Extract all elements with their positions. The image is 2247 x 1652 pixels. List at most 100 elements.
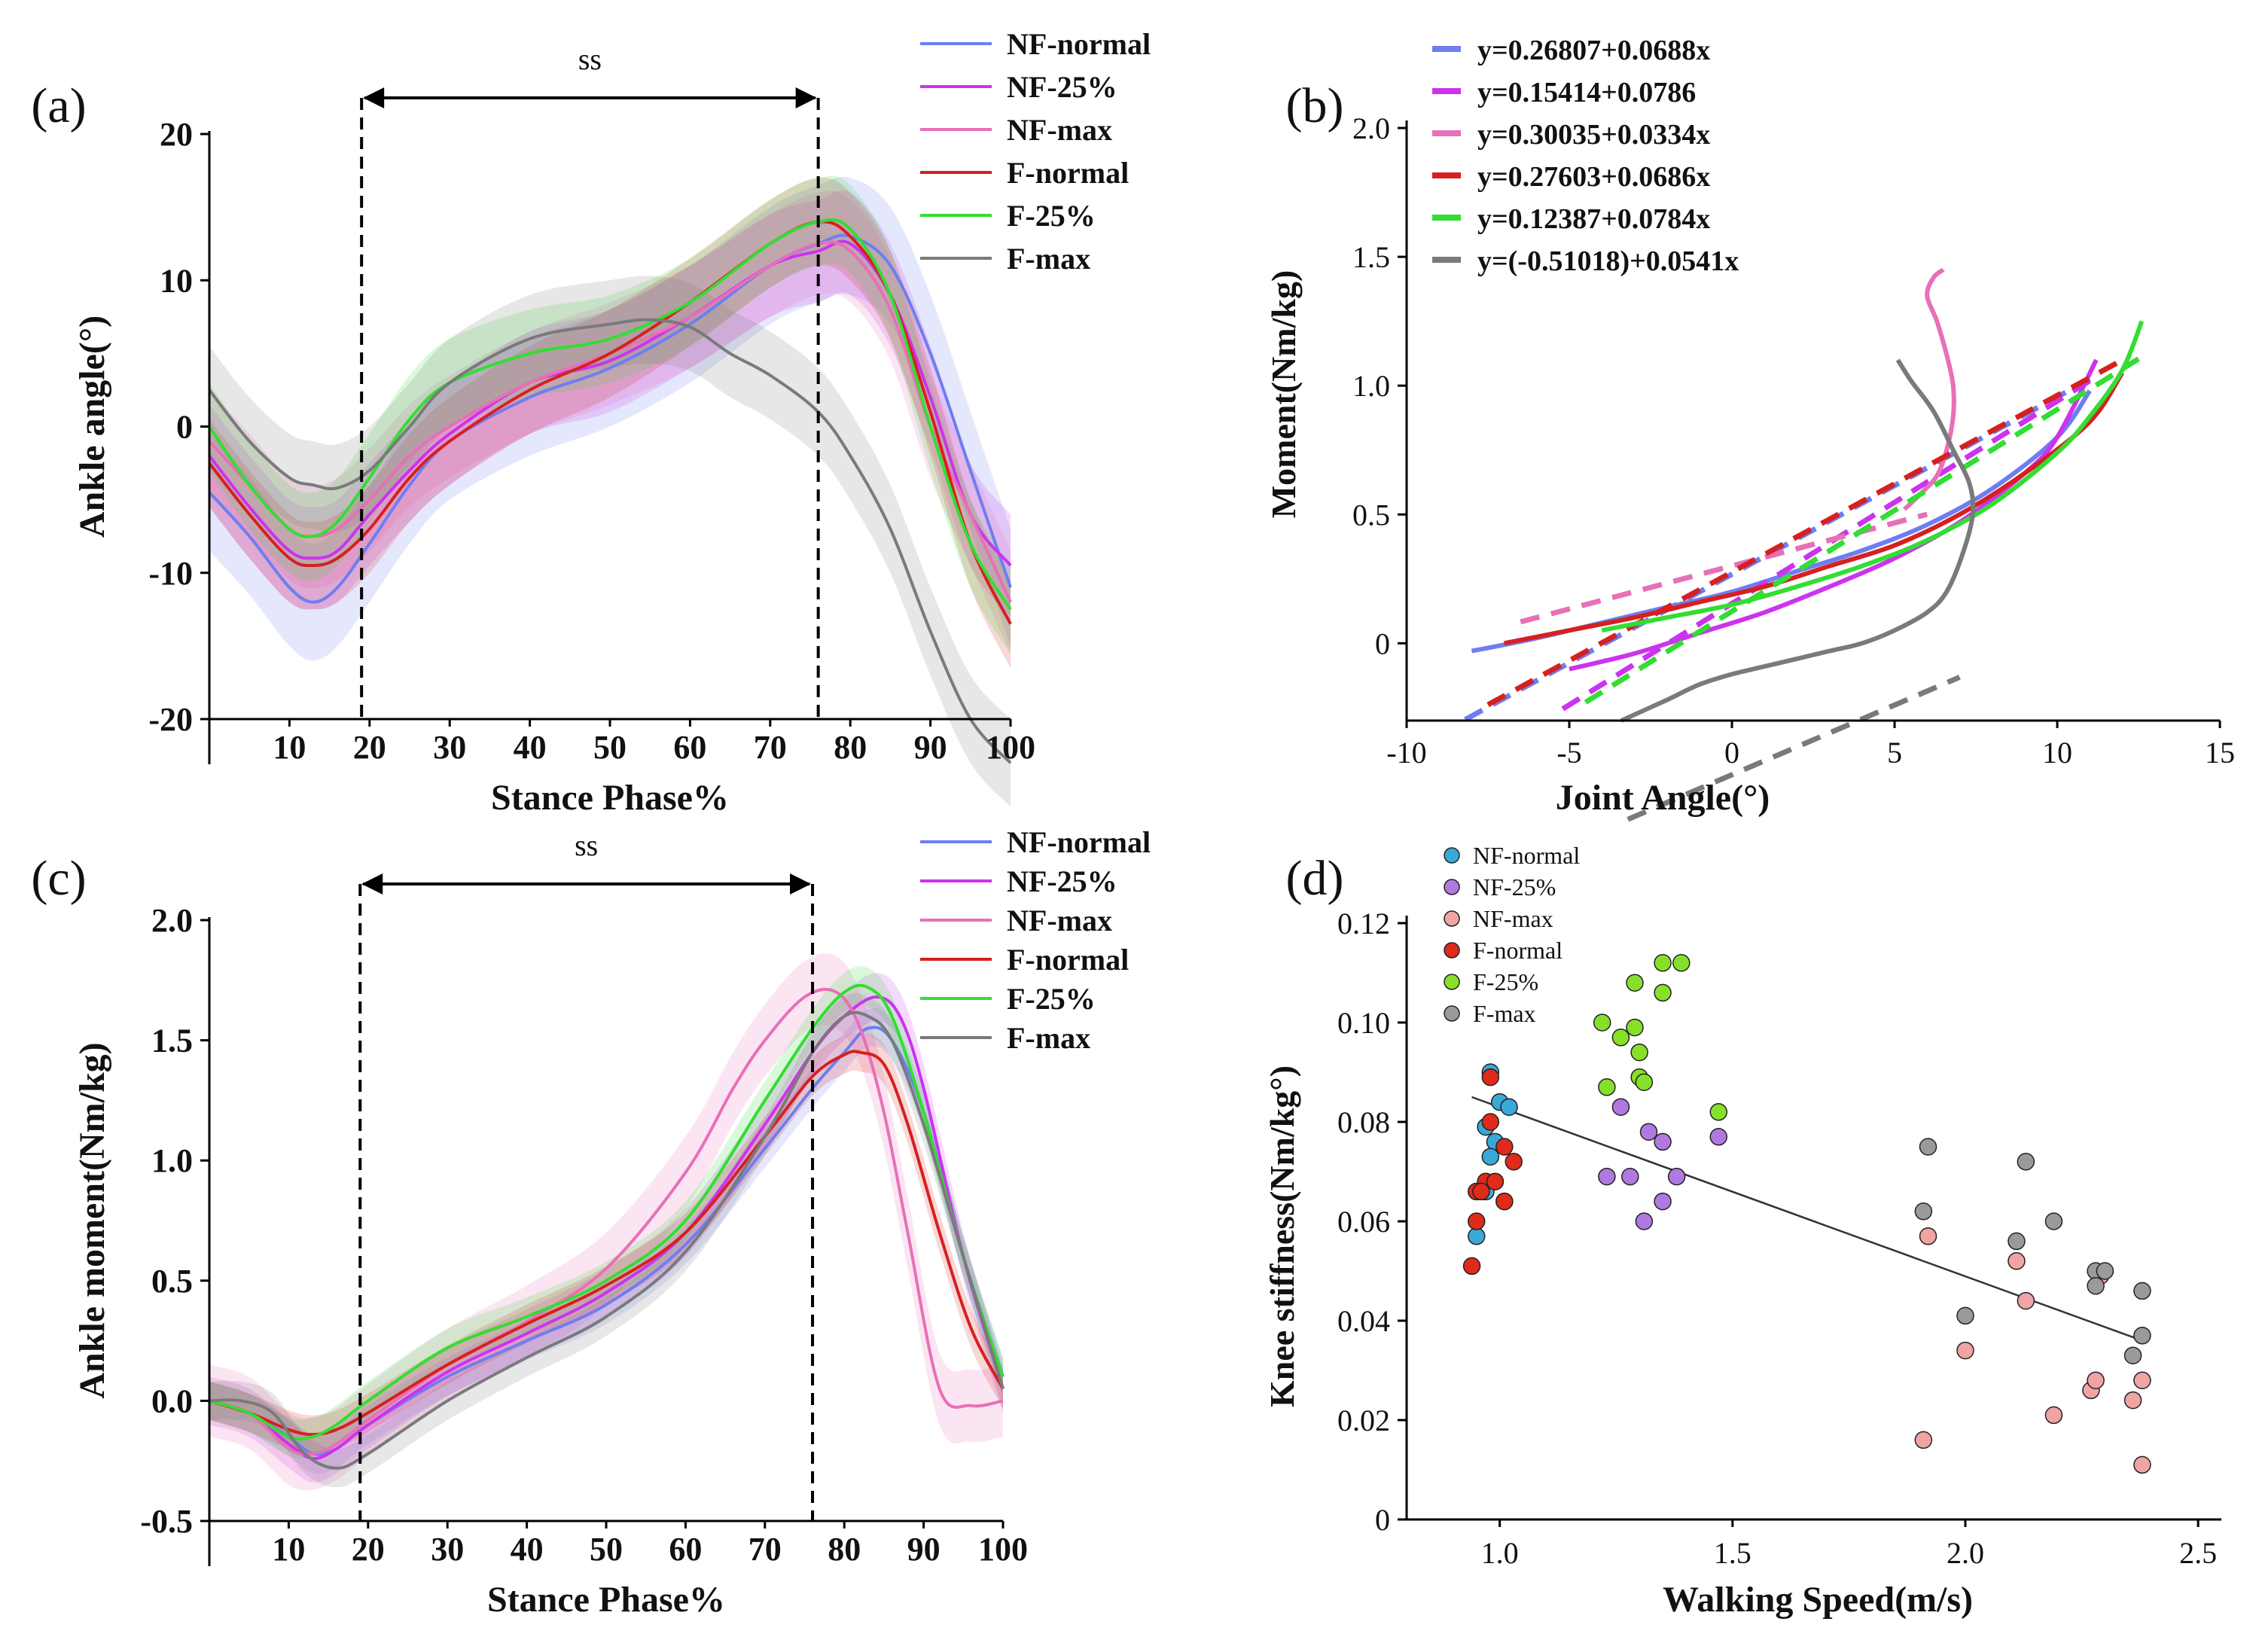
line-F-normal [209, 1050, 1005, 1437]
legend-label: NF-normal [1007, 825, 1151, 859]
line-NF-max [209, 987, 1004, 1456]
band-F-normal [209, 1032, 1003, 1454]
line-F-25% [209, 983, 1005, 1441]
point-F-25% [1593, 1013, 1611, 1032]
x-tick-label: 5 [1887, 736, 1902, 770]
legend-label: NF-25% [1473, 873, 1556, 901]
panel-c: 10 20 30 40 50 60 70 80 90 100 -0.5 0.0 0.5 1.0 1.5 2.0… [31, 825, 1151, 1620]
y-tick-label: 10 [160, 262, 193, 299]
x-tick-label: 30 [433, 729, 466, 766]
y-tick-label: -20 [148, 701, 193, 738]
x-tick-label: 15 [2205, 736, 2235, 770]
x-tick-label: 20 [352, 1531, 385, 1568]
legend-label: F-max [1007, 242, 1090, 276]
panel-label: (a) [31, 78, 86, 133]
point-F-25% [1598, 1078, 1616, 1096]
x-tick-label: 70 [754, 729, 787, 766]
point-F-max [2096, 1262, 2114, 1280]
legend-label: NF-normal [1007, 27, 1151, 61]
ss-arrow-head-right [790, 873, 812, 895]
x-tick-label: 80 [834, 729, 867, 766]
x-tick-label: 50 [593, 729, 627, 766]
x-axis-title: Joint Angle(°) [1556, 778, 1770, 818]
point-NF-25% [1654, 1132, 1672, 1151]
legend-label: y=(-0.51018)+0.0541x [1477, 245, 1739, 277]
trend-line [1471, 1096, 2143, 1342]
y-tick-label: 1.5 [151, 1023, 193, 1059]
panel-label: (c) [31, 851, 86, 906]
x-tick-label: 1.5 [1714, 1536, 1752, 1570]
y-tick-label: 0.06 [1337, 1205, 1390, 1239]
line-F-max [209, 1010, 1005, 1470]
point-NF-normal [1467, 1227, 1486, 1245]
y-tick-label: 0.5 [151, 1263, 193, 1300]
point-F-normal [1462, 1257, 1481, 1276]
legend-label: F-max [1473, 1000, 1536, 1027]
legend-label: F-normal [1007, 943, 1129, 977]
band-NF-normal [209, 176, 1011, 661]
legend-label: NF-25% [1007, 864, 1117, 898]
point-F-25% [1626, 1018, 1644, 1037]
x-axis-title: Stance Phase% [487, 1580, 725, 1620]
curve-NF-25% [1569, 358, 2099, 672]
ss-label: ss [575, 828, 598, 862]
line-F-25% [208, 218, 1012, 611]
y-tick-label: 0.5 [1352, 498, 1390, 532]
point-NF-25% [1709, 1128, 1728, 1146]
x-tick-label: 70 [748, 1531, 782, 1568]
legend-marker [1444, 847, 1460, 864]
point-NF-max [1914, 1431, 1933, 1449]
x-axis-title: Walking Speed(m/s) [1663, 1580, 1973, 1620]
point-NF-normal [1481, 1148, 1500, 1166]
legend-label: NF-max [1473, 905, 1553, 932]
y-tick-label: 20 [160, 116, 193, 153]
legend-label: y=0.26807+0.0688x [1477, 35, 1710, 66]
y-tick-label: 0.12 [1337, 907, 1390, 940]
point-F-25% [1630, 1043, 1648, 1062]
x-tick-label: 0 [1724, 736, 1739, 770]
point-NF-25% [1639, 1123, 1658, 1141]
legend-label: y=0.30035+0.0334x [1477, 119, 1710, 151]
panel-label: (d) [1286, 851, 1344, 906]
point-F-normal [1481, 1113, 1500, 1131]
point-NF-max [2124, 1391, 2142, 1410]
fit-line-F-normal [1486, 358, 2124, 708]
ss-arrow-head-left [363, 87, 385, 108]
point-F-25% [1635, 1073, 1654, 1091]
panel-b: -10 -5 0 5 10 15 0 0.5 1.0 1.5 2.0 Joint Angle(°) Mo… [1264, 35, 2235, 822]
line-F-max [208, 318, 1012, 764]
legend-label: y=0.27603+0.0686x [1477, 161, 1710, 193]
legend-marker [1444, 879, 1460, 895]
x-tick-label: 40 [514, 729, 547, 766]
x-tick-label: 2.0 [1947, 1536, 1984, 1570]
legend-label: NF-max [1007, 904, 1112, 937]
line-F-normal [208, 220, 1012, 625]
fit-line-F-max [1627, 675, 1961, 822]
point-F-max [2017, 1153, 2035, 1171]
point-F-25% [1626, 974, 1644, 992]
y-axis-title: Ankle angle(°) [72, 315, 112, 538]
y-axis-title: Ankle moment(Nm/kg) [72, 1042, 112, 1398]
point-NF-max [2017, 1291, 2035, 1310]
ss-arrow-head-right [795, 87, 817, 108]
curve-F-25% [1601, 320, 2145, 633]
legend-label: F-max [1007, 1021, 1090, 1055]
y-tick-label: 0.04 [1337, 1304, 1390, 1338]
point-NF-25% [1635, 1212, 1654, 1230]
legend-marker [1444, 942, 1460, 959]
x-tick-label: 10 [272, 1531, 305, 1568]
band-NF-normal [209, 1007, 1003, 1474]
curve-F-max [1620, 358, 1976, 723]
legend-label: y=0.12387+0.0784x [1477, 203, 1710, 235]
legend-marker [1444, 974, 1460, 990]
point-F-25% [1709, 1103, 1728, 1121]
line-NF-25% [208, 239, 1012, 567]
x-tick-label: 2.5 [2179, 1536, 2217, 1570]
fit-line-F-25% [1584, 356, 2140, 705]
y-axis-title: Moment(Nm/kg) [1264, 270, 1303, 519]
point-F-25% [1611, 1029, 1630, 1047]
point-NF-max [2087, 1371, 2105, 1389]
point-NF-25% [1654, 1192, 1672, 1211]
y-tick-label: 0 [1375, 1503, 1390, 1537]
